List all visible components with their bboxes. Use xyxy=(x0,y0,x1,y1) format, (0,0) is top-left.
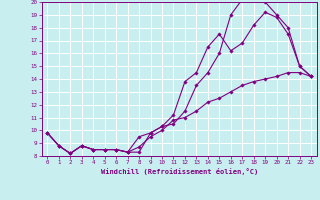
X-axis label: Windchill (Refroidissement éolien,°C): Windchill (Refroidissement éolien,°C) xyxy=(100,168,258,175)
